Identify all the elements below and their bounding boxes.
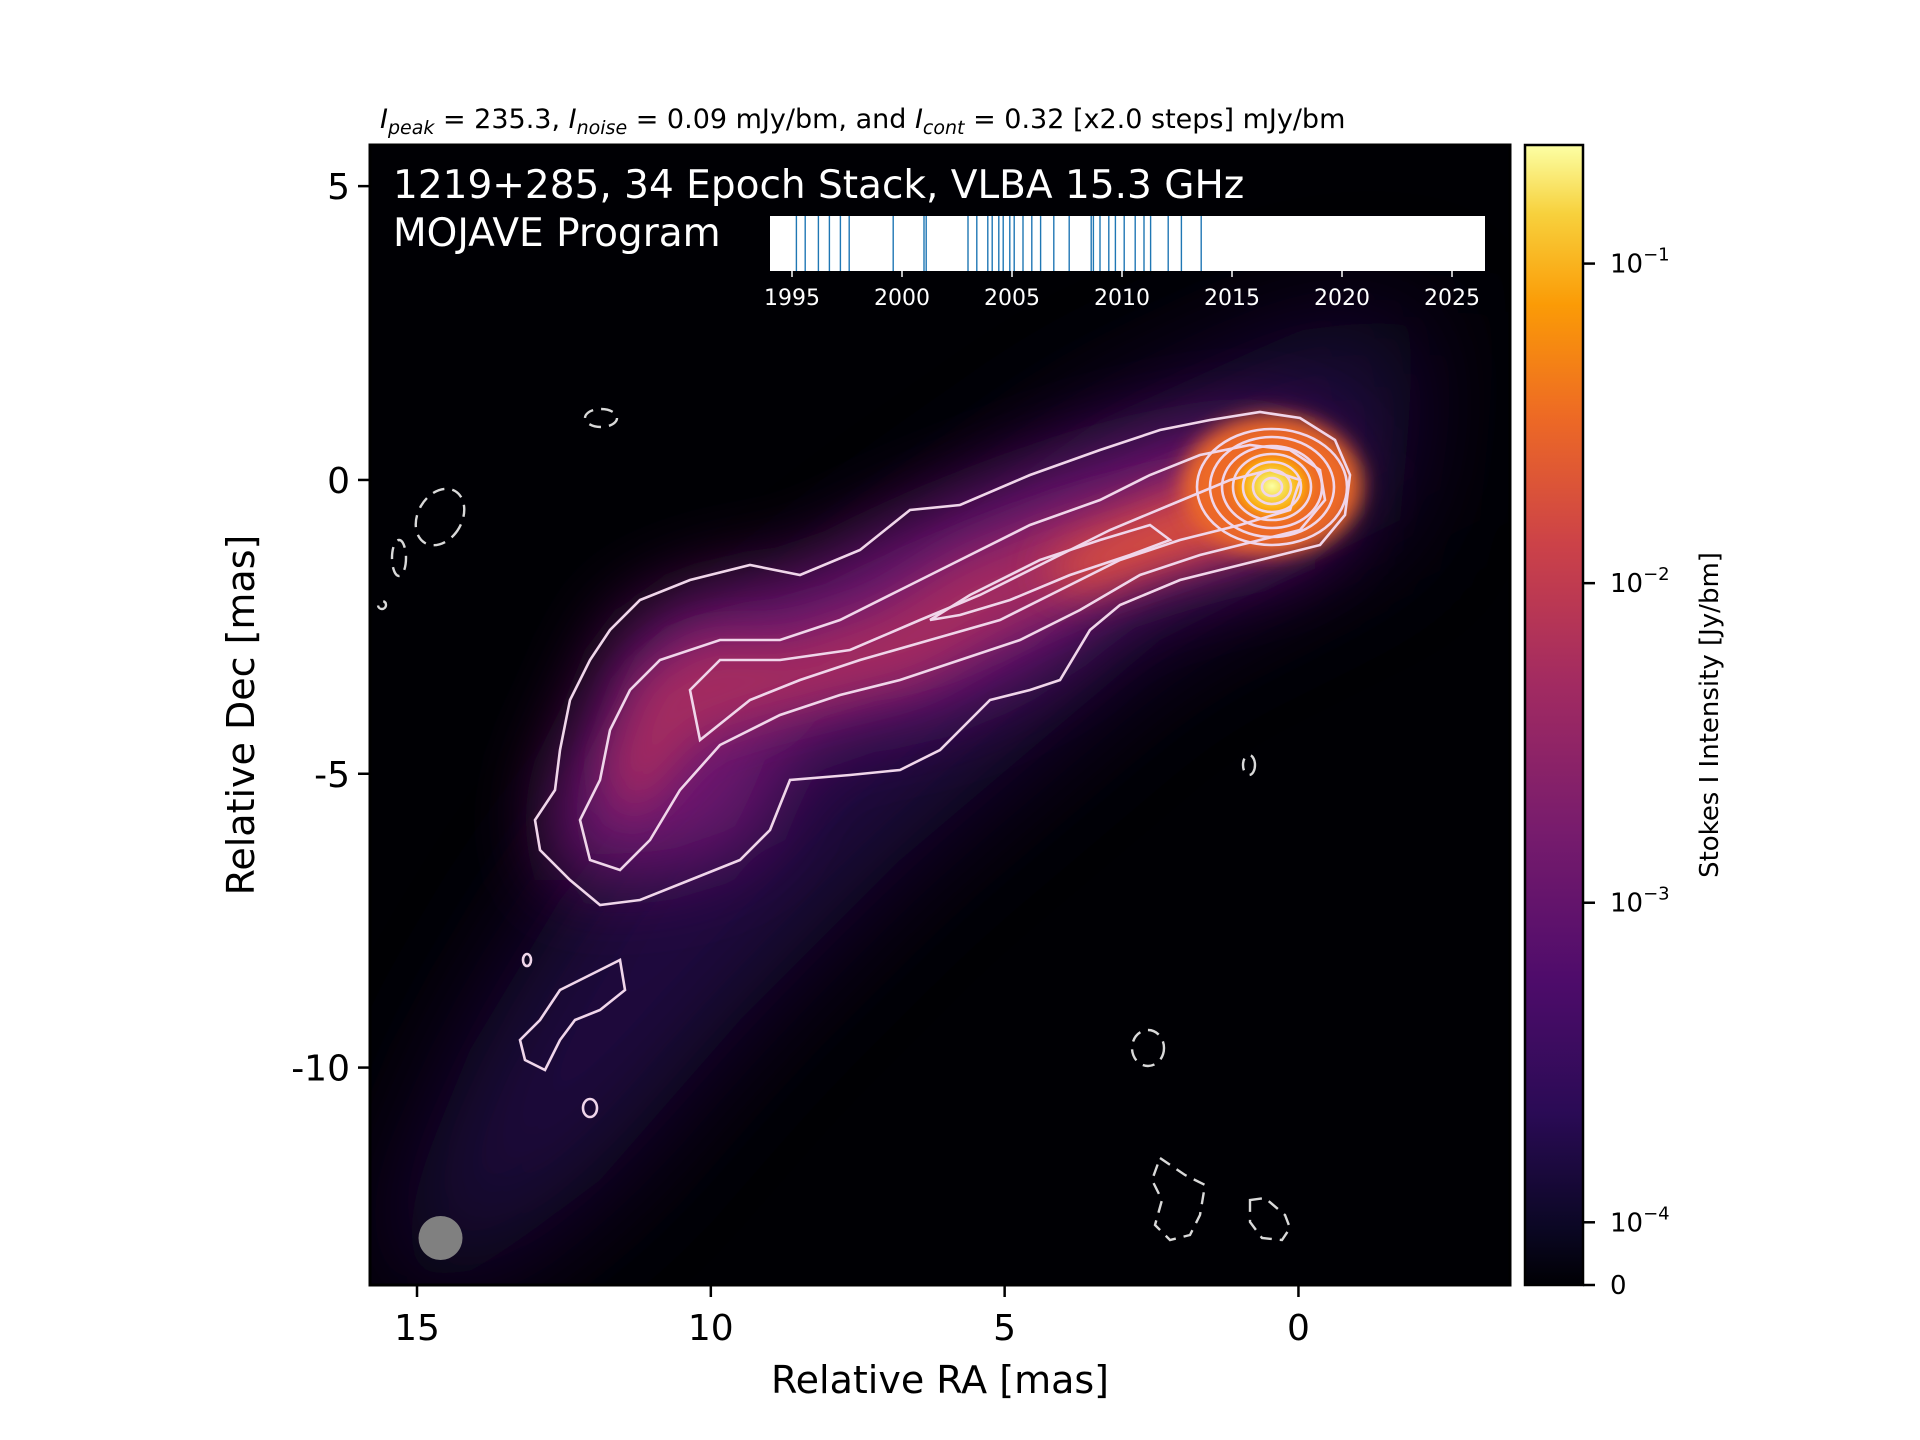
core-bright: [1222, 444, 1322, 528]
y-axis-ticks: 5 0 -5 -10: [291, 167, 370, 1090]
contour-island-2: [581, 1097, 599, 1119]
contour-level-4: [929, 523, 1173, 622]
epoch-tick-label: 2005: [984, 286, 1040, 311]
neg-contour-8: [376, 599, 388, 611]
epoch-axis-ticks: 1995 2000 2005 2010 2015 2020 2025: [764, 271, 1480, 311]
contour-core-6: [1251, 468, 1293, 506]
x-axis-label: Relative RA [mas]: [771, 1358, 1109, 1402]
x-tick-label: 15: [394, 1308, 440, 1349]
title-part-txt: = 0.09 mJy/bm, and: [627, 104, 915, 135]
title-part-sub: cont: [923, 117, 966, 139]
source-title: 1219+285, 34 Epoch Stack, VLBA 15.3 GHz: [393, 163, 1244, 208]
title-part-sym: I: [380, 104, 388, 135]
colorbar-tick-base: 10: [1610, 569, 1643, 599]
neg-contour-4: [1241, 753, 1257, 777]
colorbar-tick-base: 10: [1610, 1208, 1643, 1238]
colorbar-tick-label: 0: [1610, 1271, 1627, 1301]
colorbar-tick-exponent: −2: [1643, 564, 1670, 585]
title-part-txt: = 235.3,: [434, 104, 568, 135]
intensity-map: [376, 310, 1420, 1285]
colorbar-tick-exponent: −3: [1643, 884, 1670, 905]
epoch-tick-label: 1995: [764, 286, 820, 311]
contour-core-4: [1231, 452, 1313, 522]
title-part-txt: = 0.32 [x2.0 steps] mJy/bm: [964, 104, 1345, 135]
title-part-sub: peak: [387, 117, 435, 139]
epoch-tick-label: 2000: [874, 286, 930, 311]
beam-ellipse: [418, 1215, 463, 1260]
neg-contour-5: [1130, 1028, 1166, 1068]
colorbar-tick-exponent: −1: [1643, 245, 1670, 266]
title-part-sym: I: [915, 104, 923, 135]
epoch-tick-label: 2010: [1094, 286, 1150, 311]
colorbar-tick-label: 10−2: [1610, 564, 1670, 599]
contour-level-2: [578, 443, 1327, 872]
contour-core-2: [1208, 435, 1336, 539]
neg-contour-3: [583, 407, 619, 429]
epoch-tick-label: 2015: [1204, 286, 1260, 311]
neg-contour-7: [1248, 1196, 1292, 1242]
colorbar: 10−110−210−310−40 Stokes I Intensity [Jy…: [1523, 143, 1725, 1301]
contour-island-1: [518, 958, 627, 1072]
epoch-timeline-inset: 1995 2000 2005 2010 2015 2020 2025: [764, 216, 1485, 311]
colorbar-tick-label: 10−3: [1610, 884, 1670, 919]
contour-core-3: [1220, 444, 1324, 530]
y-tick-label: -10: [291, 1049, 350, 1090]
positive-contours: [518, 410, 1352, 1119]
colorbar-tick-label: 10−1: [1610, 245, 1670, 280]
epoch-tick-label: 2020: [1314, 286, 1370, 311]
title-part-sym: I: [569, 104, 577, 135]
neg-contour-6: [1150, 1156, 1207, 1242]
contour-core-7: [1260, 476, 1284, 498]
colorbar-tick-base: 10: [1610, 250, 1643, 280]
contour-level-1: [533, 410, 1352, 907]
colorbar-tick-exponent: −4: [1643, 1203, 1670, 1224]
contour-core-5: [1241, 460, 1303, 514]
image-frame: [368, 143, 1512, 1287]
x-tick-label: 0: [1287, 1308, 1310, 1349]
colorbar-tick-base: 0: [1610, 1271, 1627, 1301]
y-tick-label: 0: [327, 461, 350, 502]
image-plot-area: 1219+285, 34 Epoch Stack, VLBA 15.3 GHz …: [291, 143, 1512, 1349]
y-tick-label: -5: [314, 755, 350, 796]
x-axis-ticks: 15 10 5 0: [394, 1285, 1310, 1349]
epoch-timeline-box: [770, 216, 1485, 271]
negative-contours: [376, 407, 1292, 1242]
neg-contour-2: [390, 538, 408, 578]
x-tick-label: 10: [688, 1308, 734, 1349]
epoch-tick-label: 2025: [1424, 286, 1480, 311]
y-axis-label: Relative Dec [mas]: [219, 535, 263, 896]
y-tick-label: 5: [327, 167, 350, 208]
contour-core-1: [1195, 427, 1349, 547]
intensity-summary-title: Ipeak = 235.3, Inoise = 0.09 mJy/bm, and…: [380, 104, 1345, 139]
contour-island-3: [521, 952, 533, 968]
colorbar-ticks: 10−110−210−310−40: [1583, 245, 1670, 1301]
colorbar-gradient: [1525, 145, 1583, 1285]
program-title: MOJAVE Program: [393, 211, 721, 256]
colorbar-label: Stokes I Intensity [Jy/bm]: [1695, 552, 1725, 878]
colorbar-frame: [1523, 143, 1585, 1287]
colorbar-tick-base: 10: [1610, 889, 1643, 919]
neg-contour-1: [414, 487, 466, 547]
title-part-sub: noise: [577, 117, 628, 139]
x-tick-label: 5: [993, 1308, 1016, 1349]
colorbar-tick-label: 10−4: [1610, 1203, 1670, 1238]
epoch-markers: [795, 216, 1202, 271]
